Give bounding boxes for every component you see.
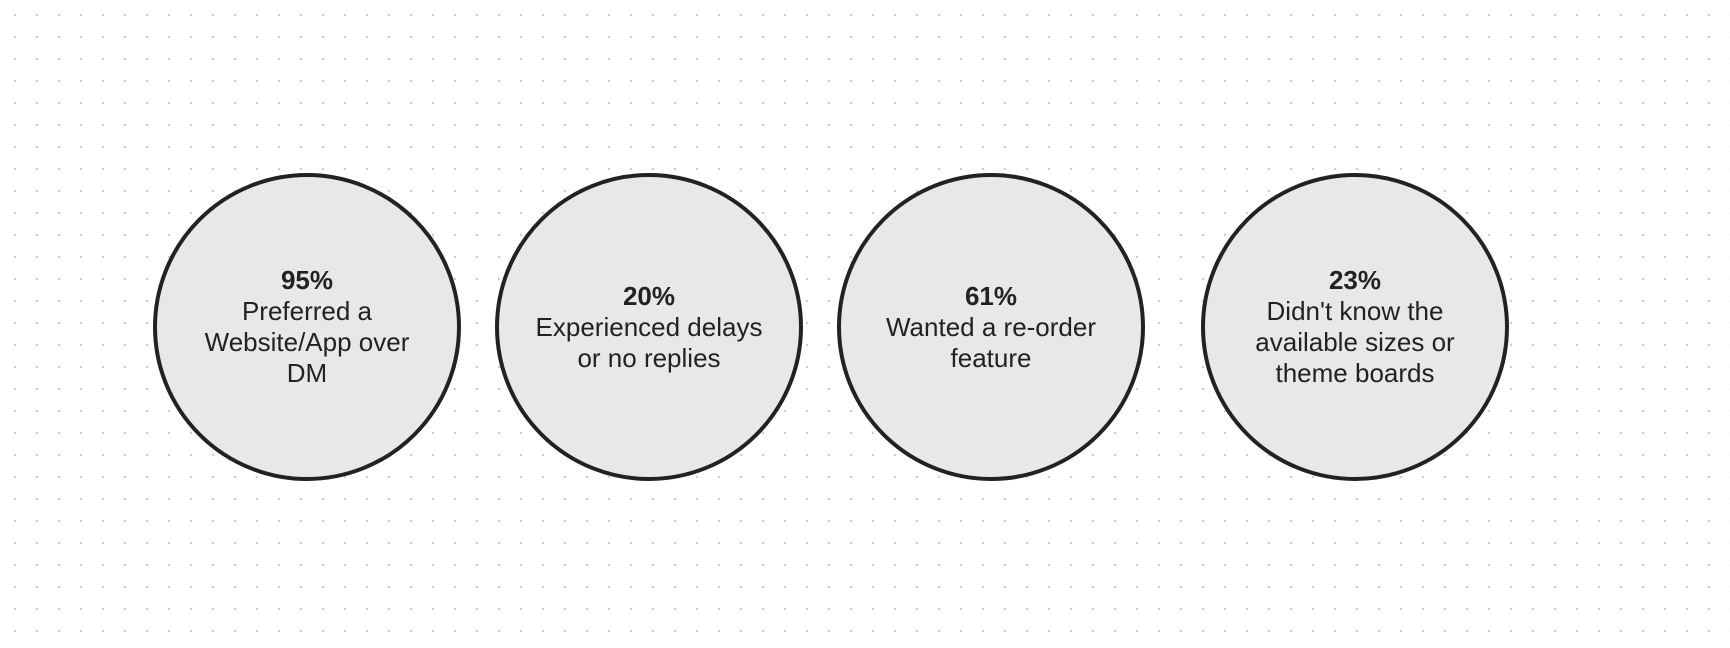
stat-label: Experienced delays or no replies	[535, 311, 763, 373]
stat-value: 61%	[964, 280, 1018, 311]
stat-value: 23%	[1328, 265, 1382, 295]
stat-label: Didn't know the available sizes or theme…	[1255, 296, 1455, 388]
stat-value: 95%	[280, 265, 334, 295]
stat-label: Wanted a re-order feature	[885, 311, 1097, 373]
stat-circle: 95% Preferred a Website/App over DM	[153, 173, 461, 481]
stat-circle: 23% Didn't know the available sizes or th…	[1201, 173, 1509, 481]
stat-circle: 20% Experienced delays or no replies	[495, 173, 803, 481]
stat-value: 20%	[622, 280, 676, 311]
stat-label: Preferred a Website/App over DM	[204, 296, 410, 388]
stat-circle: 61% Wanted a re-order feature	[837, 173, 1145, 481]
